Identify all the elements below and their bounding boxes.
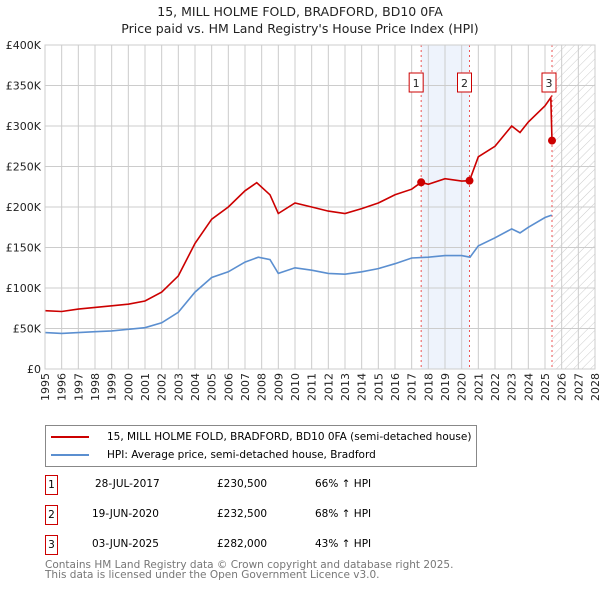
legend-item-hpi: HPI: Average price, semi-detached house,… [46,446,376,464]
legend-label: HPI: Average price, semi-detached house,… [107,449,376,461]
transaction-marker: 2 [45,505,58,525]
x-tick-label: 2018 [422,373,435,401]
transaction-marker: 3 [45,535,58,555]
footer-copyright: Contains HM Land Registry data © Crown c… [45,559,454,571]
transaction-marker-label: 3 [546,77,553,90]
x-tick-label: 2000 [122,373,135,401]
transaction-point [548,136,556,145]
transaction-row: 2 19-JUN-2020 £232,500 68% ↑ HPI [45,505,545,525]
x-tick-label: 1995 [39,373,52,401]
footer-licence: This data is licensed under the Open Gov… [45,569,380,581]
y-tick-label: £150K [6,242,42,255]
transaction-marker-label: 2 [461,77,468,90]
x-tick-label: 2010 [289,373,302,401]
x-tick-label: 2009 [272,373,285,401]
transaction-price: £230,500 [217,478,268,490]
legend-item-property: 15, MILL HOLME FOLD, BRADFORD, BD10 0FA … [46,428,471,446]
x-tick-label: 2014 [356,373,369,401]
y-tick-label: £350K [6,80,42,93]
transaction-price: £232,500 [217,508,268,520]
transaction-point [465,176,474,185]
x-tick-label: 2026 [556,373,569,401]
x-tick-label: 2022 [489,373,502,401]
series-line [44,214,552,335]
y-tick-label: £200K [6,201,42,214]
x-tick-label: 2025 [539,373,552,401]
y-tick-label: £250K [6,161,42,174]
x-tick-label: 2023 [506,373,519,401]
y-tick-label: £300K [6,120,42,133]
x-tick-label: 1999 [106,373,119,401]
x-tick-label: 2007 [239,373,252,401]
y-tick-label: £50K [13,323,42,336]
legend-swatch [51,454,89,456]
series-line [44,95,553,313]
x-tick-label: 2005 [206,373,219,401]
transaction-row: 1 28-JUL-2017 £230,500 66% ↑ HPI [45,475,545,495]
transaction-marker-box [541,72,557,93]
transaction-marker-label: 1 [413,77,420,90]
x-tick-label: 2021 [472,373,485,401]
x-tick-label: 2003 [172,373,185,401]
subtitle-line: Price paid vs. HM Land Registry's House … [121,21,479,36]
price-chart: 1995 1996 1997 1998 1999 2000 2001 2002 2003 2004… [6,39,600,401]
x-tick-label: 2020 [456,373,469,401]
transaction-row: 3 03-JUN-2025 £282,000 43% ↑ HPI [45,535,545,555]
x-tick-label: 2016 [389,373,402,401]
y-tick-label: £0 [27,363,41,376]
x-tick-label: 1998 [89,373,102,401]
legend-label: 15, MILL HOLME FOLD, BRADFORD, BD10 0FA … [107,431,472,443]
x-tick-label: 2027 [572,373,585,401]
transaction-marker-box [457,72,472,93]
transaction-date: 28-JUL-2017 [95,478,160,490]
x-tick-label: 2001 [139,373,152,401]
transaction-point [417,178,426,187]
transaction-date: 19-JUN-2020 [92,508,159,520]
y-tick-label: £400K [6,39,42,52]
transaction-marker-box [408,72,424,93]
y-tick-label: £100K [6,282,42,295]
legend: 15, MILL HOLME FOLD, BRADFORD, BD10 0FA … [45,425,477,467]
transaction-marker: 1 [45,475,58,495]
transaction-date: 03-JUN-2025 [92,538,159,550]
x-tick-label: 2004 [189,373,202,401]
x-tick-label: 2015 [372,373,385,401]
x-tick-label: 2017 [406,373,419,401]
x-tick-label: 1997 [72,373,85,401]
x-tick-label: 1996 [56,373,69,401]
transaction-hpi: 66% ↑ HPI [315,478,372,490]
footer: Contains HM Land Registry data © Crown c… [45,559,454,581]
x-tick-label: 2013 [339,373,352,401]
plot-frame [44,44,596,370]
x-tick-label: 2002 [156,373,169,401]
x-tick-label: 2024 [522,373,535,401]
title-line: 15, MILL HOLME FOLD, BRADFORD, BD10 0FA [157,4,443,19]
transaction-price: £282,000 [217,538,268,550]
legend-swatch [51,436,89,438]
x-tick-label: 2012 [322,373,335,401]
x-tick-label: 2011 [306,373,319,401]
transaction-hpi: 43% ↑ HPI [315,538,372,550]
x-tick-label: 2008 [256,373,269,401]
x-tick-label: 2028 [589,373,600,401]
x-tick-label: 2019 [439,373,452,401]
transaction-hpi: 68% ↑ HPI [315,508,372,520]
x-tick-label: 2006 [222,373,235,401]
chart-title: 15, MILL HOLME FOLD, BRADFORD, BD10 0FA … [0,3,600,37]
